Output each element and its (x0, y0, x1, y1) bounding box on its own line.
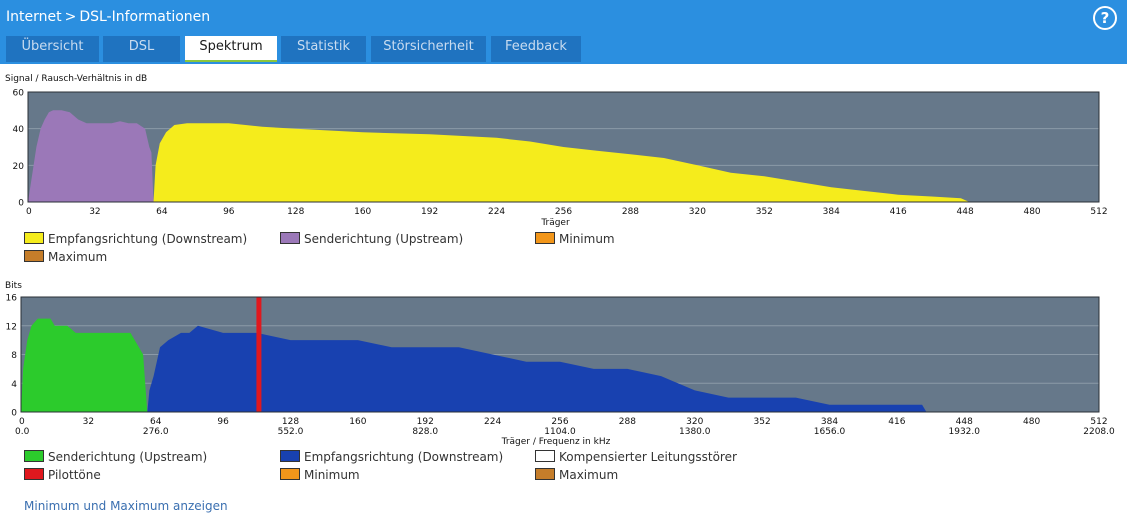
x-tick-label: 256 (555, 207, 572, 217)
tab-uebersicht[interactable]: Übersicht (6, 36, 99, 62)
legend-swatch (24, 468, 44, 480)
pilot-tone-marker (256, 297, 262, 412)
breadcrumb-separator: > (64, 9, 77, 25)
freq-tick-label: 276.0 (143, 427, 169, 437)
freq-tick-label: 828.0 (412, 427, 438, 437)
x-tick-label: 416 (888, 417, 905, 427)
x-tick-label: 96 (217, 417, 229, 427)
y-tick-label: 4 (11, 380, 17, 390)
x-tick-label: 64 (150, 417, 162, 427)
x-tick-label: 480 (1023, 207, 1040, 217)
x-tick-label: 384 (821, 417, 838, 427)
y-tick-label: 0 (18, 199, 24, 209)
x-tick-label: 256 (551, 417, 568, 427)
x-tick-label: 320 (686, 417, 703, 427)
legend-swatch (535, 232, 555, 244)
series-area-1 (28, 110, 154, 202)
x-tick-label: 480 (1023, 417, 1040, 427)
x-tick-label: 128 (282, 417, 299, 427)
help-icon[interactable]: ? (1093, 6, 1117, 30)
freq-tick-label: 0.0 (15, 427, 30, 437)
tab-stoersicherheit[interactable]: Störsicherheit (371, 36, 486, 62)
x-tick-label: 0 (26, 207, 32, 217)
snr-legend-upstream: Senderichtung (Upstream) (280, 232, 463, 246)
series-area-2 (153, 123, 970, 202)
freq-tick-label: 1380.0 (679, 427, 711, 437)
legend-swatch (280, 468, 300, 480)
snr-chart: 0 20 40 60 0 32 64 96 128 160 192 224 256 288 320 352 38… (13, 89, 1108, 229)
legend-swatch (24, 250, 44, 262)
snr-legend-downstream: Empfangsrichtung (Downstream) (24, 232, 247, 246)
y-tick-label: 60 (13, 89, 25, 99)
x-tick-label: 288 (619, 417, 636, 427)
x-tick-label: 448 (956, 417, 973, 427)
x-tick-label: 192 (417, 417, 434, 427)
x-tick-label: 352 (754, 417, 771, 427)
legend-swatch (280, 232, 300, 244)
legend-swatch (535, 468, 555, 480)
tab-feedback[interactable]: Feedback (491, 36, 581, 62)
x-axis-label: Träger (540, 218, 570, 228)
freq-tick-label: 1656.0 (814, 427, 846, 437)
y-tick-label: 0 (11, 409, 17, 419)
y-tick-label: 40 (13, 125, 25, 135)
series-area-2 (147, 325, 927, 412)
x-tick-label: 416 (890, 207, 907, 217)
bits-legend-compensated: Kompensierter Leitungsstörer (535, 450, 737, 464)
x-tick-label: 224 (484, 417, 501, 427)
bits-chart-title: Bits (5, 281, 22, 291)
freq-tick-label: 1932.0 (949, 427, 981, 437)
bits-legend-downstream: Empfangsrichtung (Downstream) (280, 450, 503, 464)
freq-tick-label: 2208.0 (1083, 427, 1115, 437)
x-tick-label: 32 (83, 417, 94, 427)
legend-swatch (24, 232, 44, 244)
bits-legend-maximum: Maximum (535, 468, 618, 482)
plot-border (27, 91, 1100, 203)
show-minmax-link[interactable]: Minimum und Maximum anzeigen (24, 499, 228, 513)
bits-legend-pilot: Pilottöne (24, 468, 101, 482)
y-tick-label: 16 (6, 294, 18, 304)
x-tick-label: 64 (156, 207, 168, 217)
x-axis-label: Träger / Frequenz in kHz (501, 437, 611, 447)
x-tick-label: 224 (488, 207, 505, 217)
x-tick-label: 192 (421, 207, 438, 217)
x-tick-label: 384 (823, 207, 840, 217)
header-bar: Internet > DSL-Informationen ? Übersicht D… (0, 0, 1127, 64)
x-tick-label: 448 (957, 207, 974, 217)
x-tick-label: 160 (349, 417, 366, 427)
y-tick-label: 12 (6, 322, 17, 332)
plot-border (20, 296, 1100, 413)
bits-legend-upstream: Senderichtung (Upstream) (24, 450, 207, 464)
legend-swatch (24, 450, 44, 462)
legend-swatch (535, 450, 555, 462)
x-tick-label: 128 (287, 207, 304, 217)
freq-tick-label: 552.0 (278, 427, 304, 437)
breadcrumb-section[interactable]: Internet (6, 9, 62, 25)
x-tick-label: 320 (689, 207, 706, 217)
tab-dsl[interactable]: DSL (103, 36, 180, 62)
series-area-1 (21, 318, 148, 412)
y-tick-label: 8 (11, 351, 17, 361)
snr-legend-minimum: Minimum (535, 232, 615, 246)
x-tick-label: 512 (1090, 207, 1107, 217)
x-tick-label: 0 (19, 417, 25, 427)
legend-swatch (280, 450, 300, 462)
x-tick-label: 512 (1090, 417, 1107, 427)
x-tick-label: 352 (756, 207, 773, 217)
snr-legend-maximum: Maximum (24, 250, 107, 264)
y-tick-label: 20 (13, 162, 25, 172)
x-tick-label: 32 (89, 207, 100, 217)
x-tick-label: 288 (622, 207, 639, 217)
freq-tick-label: 1104.0 (544, 427, 576, 437)
snr-chart-title: Signal / Rausch-Verhältnis in dB (5, 74, 148, 84)
x-tick-label: 160 (354, 207, 371, 217)
breadcrumb-page: DSL-Informationen (79, 9, 211, 25)
tab-statistik[interactable]: Statistik (281, 36, 366, 62)
breadcrumb: Internet > DSL-Informationen (6, 9, 210, 25)
tab-spektrum[interactable]: Spektrum (185, 36, 277, 62)
x-tick-label: 96 (223, 207, 235, 217)
bits-legend-minimum: Minimum (280, 468, 360, 482)
